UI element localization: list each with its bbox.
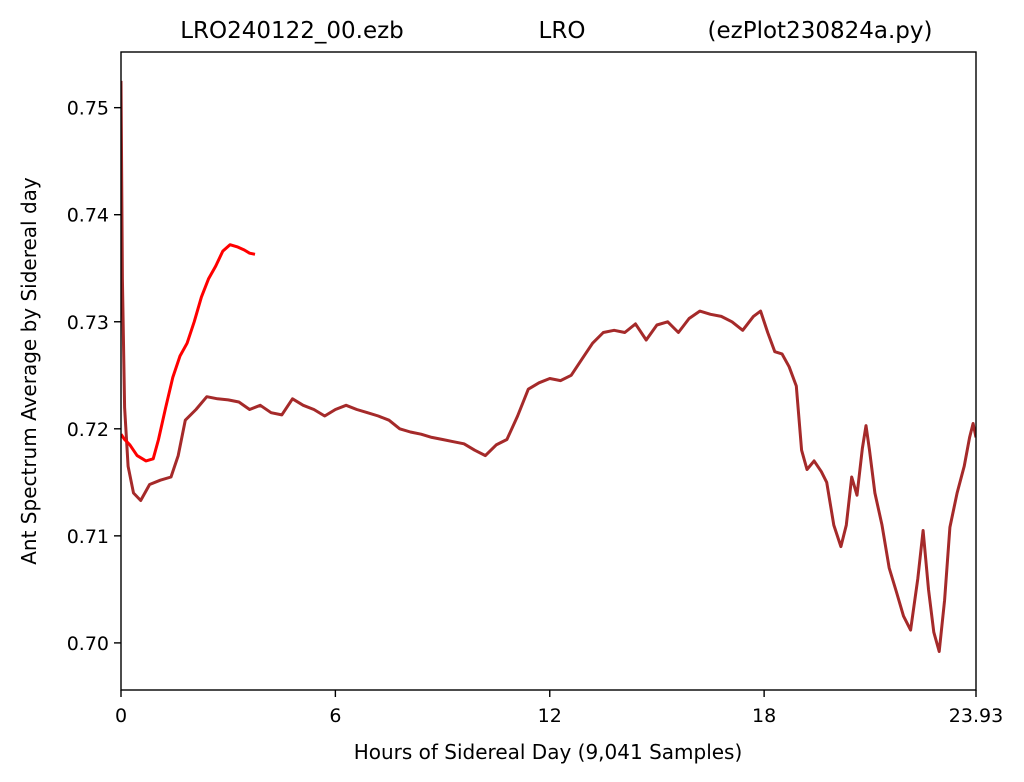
title-filename: LRO240122_00.ezb [180,18,404,44]
x-tick-label: 12 [538,705,562,727]
series-line-0 [121,80,976,653]
plot-frame [120,51,977,691]
y-tick-label: 0.70 [67,633,109,655]
title-script: (ezPlot230824a.py) [708,18,933,44]
x-tick-label: 18 [752,705,776,727]
y-axis: 0.70 0.71 0.72 0.73 0.74 0.75 [67,98,121,655]
x-tick-label: 23.93 [949,705,1003,727]
plot-area [121,80,976,653]
x-tick-label: 6 [329,705,341,727]
y-axis-label: Ant Spectrum Average by Sidereal day [17,177,41,565]
y-tick-label: 0.75 [67,98,109,120]
y-tick-label: 0.71 [67,526,109,548]
x-tick-label: 0 [115,705,127,727]
title-station: LRO [539,18,586,44]
x-axis-label: Hours of Sidereal Day (9,041 Samples) [354,740,743,764]
y-tick-label: 0.73 [67,312,109,334]
y-tick-label: 0.72 [67,419,109,441]
x-axis: 0 6 12 18 23.93 [115,690,1003,727]
chart-title: LRO240122_00.ezb LRO (ezPlot230824a.py) [180,18,932,44]
y-tick-label: 0.74 [67,205,109,227]
series-line-1 [121,243,256,463]
